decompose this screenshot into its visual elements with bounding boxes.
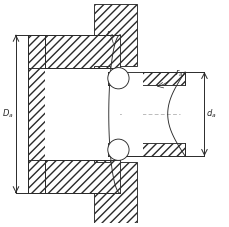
Bar <box>94 4 136 66</box>
Bar <box>94 137 109 162</box>
Text: $D_a$: $D_a$ <box>2 108 14 120</box>
Bar <box>45 68 120 160</box>
Text: $r_a$: $r_a$ <box>175 68 183 79</box>
Text: $d_a$: $d_a$ <box>205 108 216 120</box>
Circle shape <box>107 139 128 160</box>
Bar <box>27 160 120 193</box>
Circle shape <box>107 68 128 89</box>
Bar <box>107 72 123 84</box>
Bar <box>123 72 142 156</box>
Bar <box>45 68 120 160</box>
Bar <box>123 72 184 84</box>
Bar <box>123 143 184 156</box>
Bar <box>27 35 120 68</box>
Bar <box>94 66 109 91</box>
Bar <box>27 68 45 160</box>
Bar <box>94 162 136 223</box>
Bar <box>107 143 123 156</box>
Text: $r_a$: $r_a$ <box>105 28 113 39</box>
